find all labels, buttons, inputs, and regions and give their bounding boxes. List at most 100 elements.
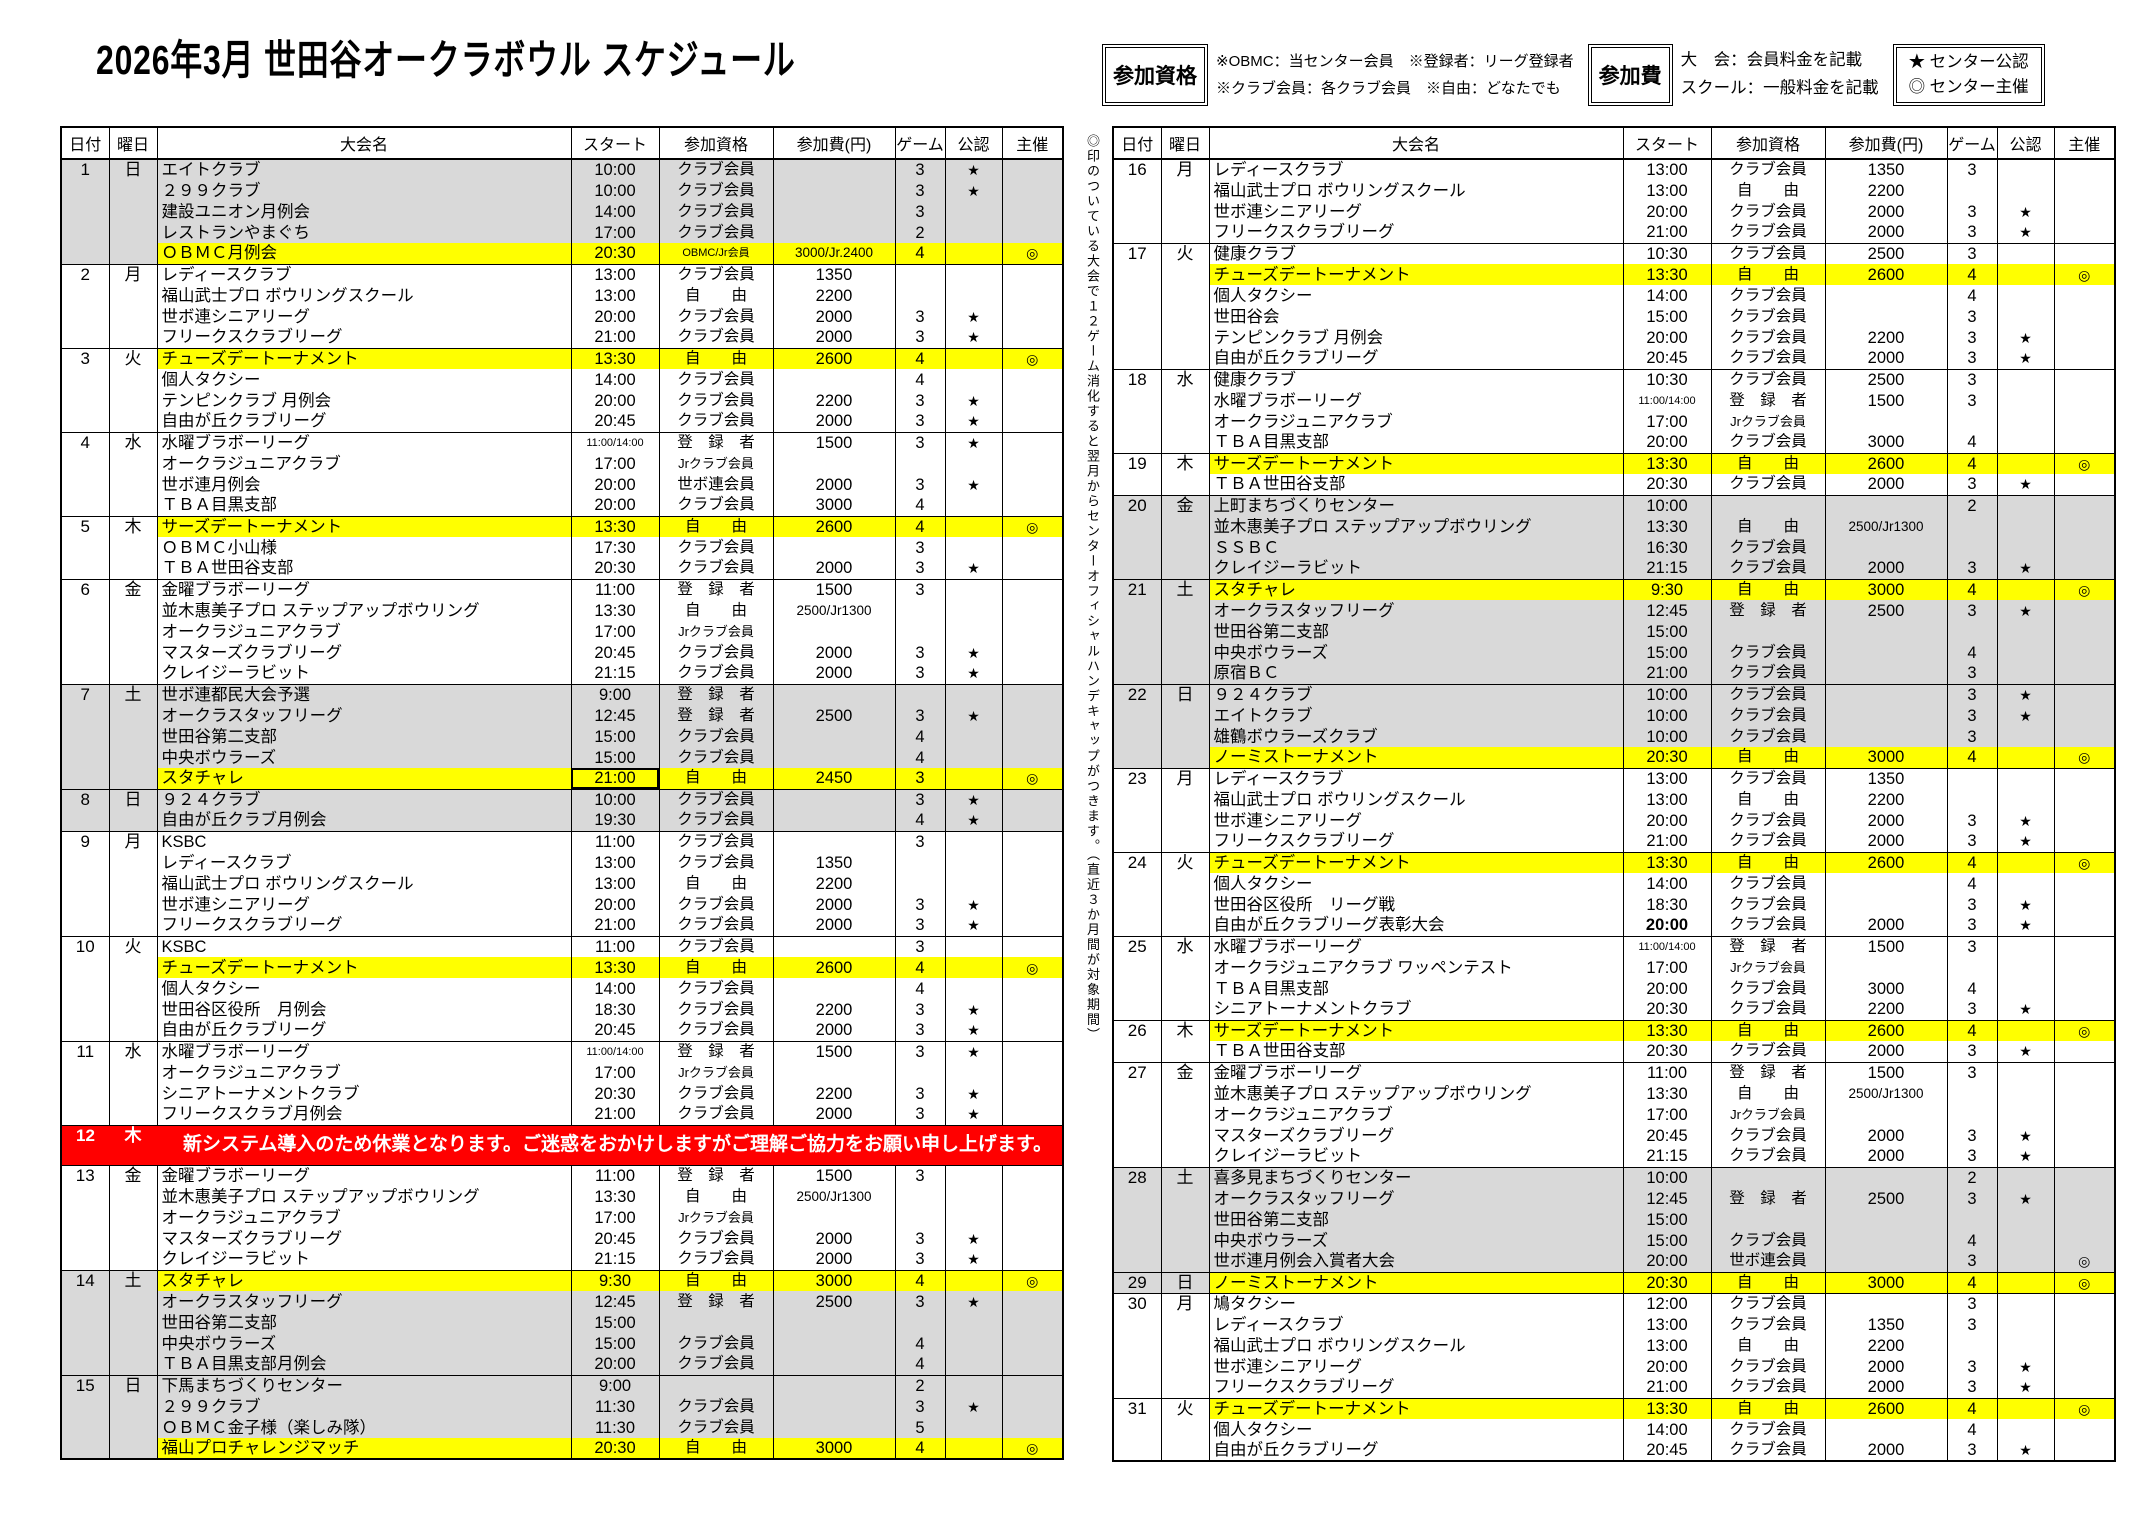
event-row: フリークスクラブリーグ 21:00 クラブ会員 2000 3 ★ <box>61 327 1064 348</box>
games-cell: 3 <box>1946 474 1998 495</box>
event-name-cell: エイトクラブ <box>1208 705 1624 726</box>
host-mark-cell: ◎ <box>2053 1272 2116 1293</box>
fee-cell: 2000 <box>772 1228 896 1249</box>
start-time-cell: 20:30 <box>570 243 660 264</box>
event-name-cell: 並木惠美子プロ ステップアップボウリング <box>156 600 572 621</box>
event-name-cell: オークラジュニアクラブ <box>156 621 572 642</box>
event-name-cell: 個人タクシー <box>1208 285 1624 306</box>
event-name-cell: ＴＢＡ目黒支部 <box>156 495 572 516</box>
event-row: 雄鶴ボウラーズクラブ 10:00 クラブ会員 3 <box>1113 726 2116 747</box>
host-mark-cell <box>2053 306 2116 327</box>
event-row: ＳＳＢＣ 16:30 クラブ会員 <box>1113 537 2116 558</box>
games-cell <box>894 873 946 894</box>
day-group: 22 日 ９２４クラブ 10:00 クラブ会員 3 ★ エイトクラブ 10:00 クラブ会員 3 ★ 雄… <box>1112 684 2116 768</box>
fee-cell: 2600 <box>1824 1398 1948 1419</box>
games-cell: 3 <box>1946 1356 1998 1377</box>
games-cell: 3 <box>1946 159 1998 180</box>
certified-mark-cell <box>944 684 1003 705</box>
host-mark-cell <box>1001 852 1064 873</box>
start-time-cell: 20:00 <box>1622 432 1712 453</box>
event-name-cell: 世田谷会 <box>1208 306 1624 327</box>
start-time-cell: 10:00 <box>1622 705 1712 726</box>
qualification-cell: クラブ会員 <box>1710 978 1826 999</box>
date-cell: 19 <box>1112 453 1162 495</box>
host-mark-cell <box>2053 1062 2116 1083</box>
games-cell: 3 <box>1946 348 1998 369</box>
event-row: クレイジーラビット 21:15 クラブ会員 2000 3 ★ <box>61 1249 1064 1270</box>
games-cell: 3 <box>894 579 946 600</box>
games-cell: 3 <box>1946 1440 1998 1461</box>
start-time-cell: 20:00 <box>570 894 660 915</box>
qualification-cell: クラブ会員 <box>658 1083 774 1104</box>
host-mark-cell: ◎ <box>1001 516 1064 537</box>
fee-cell <box>1824 285 1948 306</box>
games-cell: 3 <box>894 1041 946 1062</box>
fee-cell <box>772 1417 896 1438</box>
event-row: 中央ボウラーズ 15:00 クラブ会員 4 <box>1113 642 2116 663</box>
games-cell: 3 <box>894 411 946 432</box>
host-mark-cell <box>2053 285 2116 306</box>
games-cell: 3 <box>1946 201 1998 222</box>
event-row: 建設ユニオン月例会 14:00 クラブ会員 3 <box>61 201 1064 222</box>
event-row: ＴＢＡ目黒支部 20:00 クラブ会員 3000 4 <box>1113 978 2116 999</box>
start-time-cell: 15:00 <box>1622 306 1712 327</box>
dow-cell: 木 <box>109 1125 157 1165</box>
games-cell: 3 <box>1946 663 1998 684</box>
host-mark-cell <box>1001 1354 1064 1375</box>
qualification-cell: クラブ会員 <box>658 642 774 663</box>
certified-mark-cell <box>944 243 1003 264</box>
qualification-cell: クラブ会員 <box>658 726 774 747</box>
event-row: オークラジュニアクラブ 17:00 Jrクラブ会員 <box>61 621 1064 642</box>
games-cell: 3 <box>894 936 946 957</box>
fee-cell: 2000 <box>772 411 896 432</box>
certified-mark-cell: ★ <box>1996 474 2055 495</box>
certified-mark-cell <box>944 1354 1003 1375</box>
certified-mark-cell <box>944 978 1003 999</box>
event-name-cell: クレイジーラビット <box>1208 1146 1624 1167</box>
host-mark-cell <box>2053 432 2116 453</box>
event-row: ＴＢＡ目黒支部 20:00 クラブ会員 3000 4 <box>61 495 1064 516</box>
host-mark-cell <box>2053 1377 2116 1398</box>
event-name-cell: 上町まちづくりセンター <box>1208 495 1624 516</box>
qualification-cell: 自 由 <box>658 1438 774 1459</box>
column-header: 公認 <box>944 126 1003 160</box>
event-name-cell: ＴＢＡ目黒支部 <box>1208 432 1624 453</box>
host-mark-cell: ◎ <box>1001 348 1064 369</box>
certified-mark-cell: ★ <box>1996 1146 2055 1167</box>
fee-cell: 2000 <box>772 558 896 579</box>
qualification-cell: クラブ会員 <box>658 747 774 768</box>
certified-mark-cell: ★ <box>1996 222 2055 243</box>
games-cell: 2 <box>1946 495 1998 516</box>
day-group: 11 水水曜ブラボーリーグ 11:00/14:00 登 録 者 1500 3 ★ オークラジュ… <box>60 1041 1064 1125</box>
certified-mark-cell <box>1996 768 2055 789</box>
day-group: 17 火健康クラブ 10:30 クラブ会員 2500 3 チューズデートーナメント 13:30… <box>1112 243 2116 369</box>
qualification-cell: クラブ会員 <box>658 159 774 180</box>
certified-mark-cell <box>944 1417 1003 1438</box>
qualification-cell: Jrクラブ会員 <box>658 621 774 642</box>
day-group: 23 月レディースクラブ 13:00 クラブ会員 1350 福山武士プロ ボウリングスクー… <box>1112 768 2116 852</box>
games-cell: 3 <box>894 831 946 852</box>
certified-mark-cell <box>1996 957 2055 978</box>
event-row: 福山武士プロ ボウリングスクール 13:00 自 由 2200 <box>61 873 1064 894</box>
start-time-cell: 20:45 <box>570 1020 660 1041</box>
games-cell: 5 <box>894 1417 946 1438</box>
event-row: 並木惠美子プロ ステップアップボウリング 13:30 自 由 2500/Jr1300 <box>61 1186 1064 1207</box>
dow-cell: 日 <box>108 159 158 264</box>
header-row: 日付 曜日 大会名 スタート 参加資格 参加費(円) ゲーム 公認 主催 <box>1112 126 2116 160</box>
host-mark-cell <box>1001 1165 1064 1186</box>
games-cell: 4 <box>894 747 946 768</box>
certified-mark-cell <box>1996 1398 2055 1419</box>
qualification-cell: 世ボ連会員 <box>1710 1251 1826 1272</box>
host-mark-cell <box>2053 1041 2116 1062</box>
host-mark-cell <box>2053 957 2116 978</box>
legend-host-mark: ◎ センター主催 <box>1908 77 2029 96</box>
certified-mark-cell <box>1996 453 2055 474</box>
event-name-cell: 鳩タクシー <box>1208 1293 1624 1314</box>
dow-cell: 土 <box>1160 579 1210 684</box>
qualification-cell: Jrクラブ会員 <box>658 1207 774 1228</box>
start-time-cell: 21:00 <box>570 768 660 789</box>
qualification-cell: クラブ会員 <box>1710 1314 1826 1335</box>
event-name-cell: チューズデートーナメント <box>156 348 572 369</box>
games-cell: 3 <box>1946 1314 1998 1335</box>
